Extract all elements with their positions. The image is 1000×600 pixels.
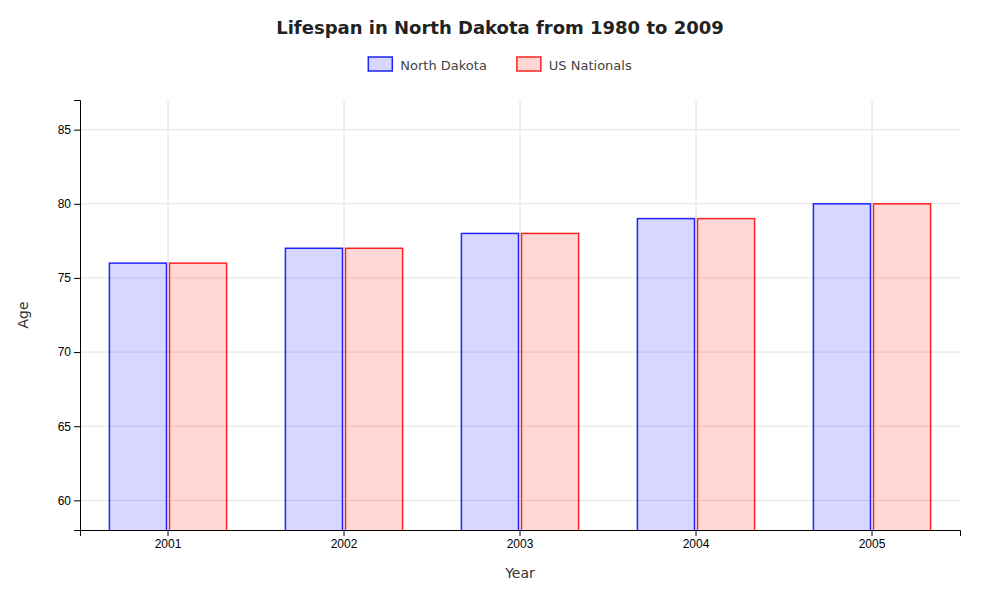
x-tick: 2003 bbox=[507, 530, 534, 551]
chart: 2001 2002 2003 2004 2005 60 65 70 75 80 85 Year Age L… bbox=[0, 0, 1000, 600]
bar bbox=[109, 263, 166, 530]
x-axis-line bbox=[81, 531, 961, 537]
title: Lifespan in North Dakota from 1980 to 20… bbox=[276, 17, 724, 38]
legend: North Dakota US Nationals bbox=[368, 57, 632, 73]
bar-series bbox=[109, 204, 870, 530]
y-tick-mark bbox=[74, 278, 80, 279]
bars bbox=[109, 204, 930, 530]
legend-item: North Dakota bbox=[368, 57, 487, 73]
x-tick-label: 2003 bbox=[507, 537, 534, 551]
x-tick-mark bbox=[520, 530, 521, 536]
x-grid-line bbox=[696, 100, 697, 530]
x-axis-title: Year bbox=[504, 565, 535, 581]
y-axis-title: Age bbox=[15, 301, 31, 328]
y-tick-mark bbox=[74, 426, 80, 427]
bar-series bbox=[170, 204, 931, 530]
y-tick-label: 80 bbox=[58, 197, 72, 211]
x-grid-line bbox=[344, 100, 345, 530]
y-tick-mark bbox=[74, 204, 80, 205]
plot: 2001 2002 2003 2004 2005 60 65 70 75 80 85 bbox=[58, 100, 961, 600]
legend-item: US Nationals bbox=[517, 57, 632, 73]
y-tick-mark bbox=[74, 352, 80, 353]
bar bbox=[698, 219, 755, 530]
x-tick: 2002 bbox=[331, 530, 358, 551]
y-tick-label: 65 bbox=[58, 420, 72, 434]
y-tick: 60 bbox=[58, 494, 80, 508]
y-tick-mark bbox=[74, 130, 80, 131]
x-tick-label: 2002 bbox=[331, 537, 358, 551]
y-tick-mark bbox=[74, 500, 80, 501]
y-tick-label: 60 bbox=[58, 494, 72, 508]
legend-label: US Nationals bbox=[549, 58, 632, 73]
bar bbox=[813, 204, 870, 530]
y-tick: 75 bbox=[58, 271, 80, 285]
x-tick-label: 2001 bbox=[155, 537, 182, 551]
y-tick-label: 75 bbox=[58, 271, 72, 285]
x-grid-line bbox=[872, 100, 873, 530]
bar bbox=[346, 248, 403, 530]
x-tick-label: 2004 bbox=[683, 537, 710, 551]
bar bbox=[461, 233, 518, 530]
bar bbox=[874, 204, 931, 530]
x-tick: 2004 bbox=[683, 530, 710, 551]
x-tick-mark bbox=[344, 530, 345, 536]
x-axis: 2001 2002 2003 2004 2005 bbox=[81, 530, 961, 551]
y-tick: 80 bbox=[58, 197, 80, 211]
legend-swatch bbox=[517, 57, 541, 71]
y-tick: 65 bbox=[58, 420, 80, 434]
bar bbox=[522, 233, 579, 530]
bar bbox=[285, 248, 342, 530]
x-tick: 2005 bbox=[859, 530, 886, 551]
x-tick-label: 2005 bbox=[859, 537, 886, 551]
x-grid-line bbox=[168, 100, 169, 530]
bar bbox=[637, 219, 694, 530]
bar bbox=[170, 263, 227, 530]
legend-label: North Dakota bbox=[400, 58, 487, 73]
x-tick: 2001 bbox=[155, 530, 182, 551]
x-tick-mark bbox=[696, 530, 697, 536]
x-tick-mark bbox=[872, 530, 873, 536]
y-axis: 60 65 70 75 80 85 bbox=[58, 101, 81, 531]
legend-swatch bbox=[368, 57, 392, 71]
y-tick-label: 70 bbox=[58, 345, 72, 359]
y-tick: 70 bbox=[58, 345, 80, 359]
x-grid-line bbox=[520, 100, 521, 530]
y-tick-label: 85 bbox=[58, 123, 72, 137]
y-axis-line bbox=[74, 101, 81, 531]
y-tick: 85 bbox=[58, 123, 80, 137]
x-tick-mark bbox=[168, 530, 169, 536]
